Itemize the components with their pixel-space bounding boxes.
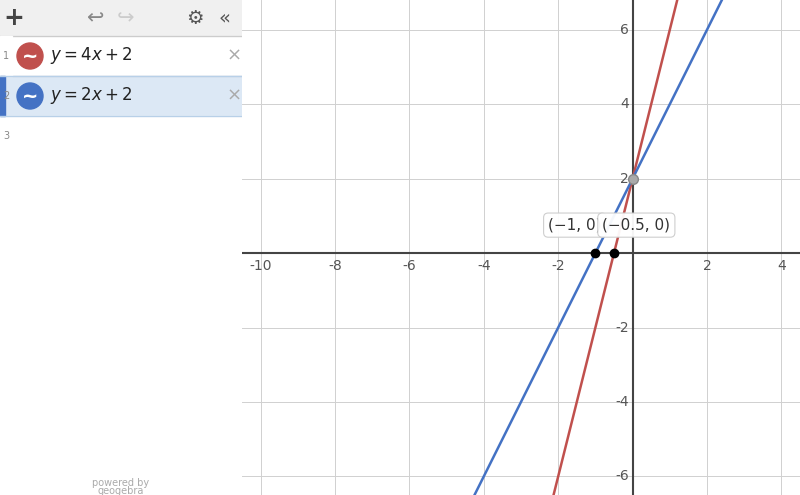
Text: -4: -4 [477, 259, 490, 273]
Text: (−1, 0): (−1, 0) [548, 218, 602, 233]
Text: -2: -2 [615, 321, 629, 335]
Text: ↪: ↪ [116, 8, 134, 28]
Bar [0, 76, 5, 116]
Text: ×: × [226, 87, 242, 105]
Text: +: + [3, 6, 25, 30]
Bar [0, 0, 242, 36]
Text: 3: 3 [3, 131, 9, 141]
Text: -2: -2 [551, 259, 565, 273]
Text: «: « [219, 8, 231, 28]
Text: 2: 2 [3, 91, 9, 101]
Bar [0, 36, 242, 76]
Text: ⚙: ⚙ [186, 8, 204, 28]
Text: powered by: powered by [93, 478, 150, 488]
Text: -10: -10 [250, 259, 272, 273]
Text: 2: 2 [702, 259, 711, 273]
Text: ×: × [226, 47, 242, 65]
Text: geogebra: geogebra [98, 486, 144, 495]
Text: -8: -8 [328, 259, 342, 273]
Text: 1: 1 [3, 51, 9, 61]
Text: 2: 2 [620, 172, 629, 186]
Text: -6: -6 [615, 469, 629, 484]
Bar [0, 36, 12, 76]
Text: $y = 4x + 2$: $y = 4x + 2$ [50, 46, 133, 66]
Text: $y = 2x + 2$: $y = 2x + 2$ [50, 86, 133, 106]
Text: ~: ~ [22, 87, 38, 105]
Text: -4: -4 [615, 395, 629, 409]
Text: 6: 6 [620, 23, 629, 37]
Bar [0, 76, 242, 116]
Text: (−0.5, 0): (−0.5, 0) [602, 218, 670, 233]
Bar [0, 116, 242, 156]
Text: 4: 4 [620, 97, 629, 111]
Text: ~: ~ [22, 47, 38, 65]
Circle shape [17, 83, 43, 109]
Text: ↩: ↩ [86, 8, 104, 28]
Text: 4: 4 [777, 259, 786, 273]
Text: -6: -6 [402, 259, 416, 273]
Circle shape [17, 43, 43, 69]
